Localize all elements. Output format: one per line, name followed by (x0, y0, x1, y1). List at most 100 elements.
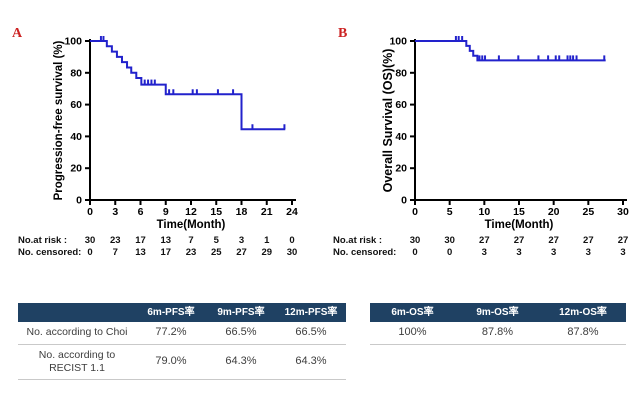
table-row: 100% 87.8% 87.8% (370, 322, 626, 345)
pfs-table-body: No. according to Choi 77.2% 66.5% 66.5% No. … (18, 322, 346, 381)
table-header-cell (18, 303, 136, 322)
table-header-row: 6m-PFS率 9m-PFS率 12m-PFS率 (18, 303, 346, 322)
table-header-cell: 9m-PFS率 (206, 303, 276, 322)
risk-row-value: 7 (188, 235, 193, 246)
x-axis-label: Time(Month) (485, 219, 554, 231)
x-tick-label: 15 (210, 206, 222, 218)
risk-row-value: 3 (482, 247, 487, 258)
risk-row-value: 13 (135, 247, 146, 258)
risk-row-value: 7 (113, 247, 118, 258)
y-tick-label: 60 (70, 99, 82, 111)
risk-row-value: 1 (264, 235, 270, 246)
table-row: No. according to Choi 77.2% 66.5% 66.5% (18, 322, 346, 345)
risk-row-value: 27 (236, 247, 247, 258)
panel-label-b: B (338, 26, 348, 41)
risk-row-label: No. censored: (18, 247, 81, 258)
y-axis-label: Progression-free survival (%) (53, 40, 65, 200)
km-survival-curve (415, 40, 606, 62)
risk-row-value: 0 (289, 235, 294, 246)
x-tick-label: 18 (236, 206, 248, 218)
km-survival-curve (90, 40, 286, 131)
axis-line (414, 39, 627, 201)
x-tick-label: 0 (87, 206, 93, 218)
table-header-cell: 6m-PFS率 (136, 303, 206, 322)
x-tick-label: 3 (112, 206, 118, 218)
x-tick-label: 30 (617, 206, 629, 218)
table-header-cell: 9m-OS率 (455, 303, 540, 322)
table-value-cell: 87.8% (540, 322, 626, 345)
table-header-cell: 12m-PFS率 (276, 303, 346, 322)
risk-row-value: 3 (620, 247, 625, 258)
os-summary-table: 6m-OS率 9m-OS率 12m-OS率 100% 87.8% 87.8% (370, 303, 626, 345)
table-value-cell: 87.8% (455, 322, 540, 345)
y-tick-label: 40 (395, 131, 407, 143)
table-header-cell: 12m-OS率 (540, 303, 626, 322)
y-tick-label: 60 (395, 99, 407, 111)
risk-row-value: 30 (410, 235, 421, 246)
x-tick-label: 20 (548, 206, 560, 218)
table-header-row: 6m-OS率 9m-OS率 12m-OS率 (370, 303, 626, 322)
risk-row-value: 30 (444, 235, 455, 246)
risk-row-value: 17 (135, 235, 146, 246)
risk-row-value: 23 (110, 235, 121, 246)
table-row-label: No. according to Choi (18, 322, 136, 345)
panel-label-a: A (12, 26, 23, 41)
y-tick-label: 0 (401, 195, 407, 207)
pfs-panel: A 0 20 40 60 80 100 0 3 6 9 12 15 18 21 24 Time(Month) P… (0, 0, 320, 265)
risk-row-value: 3 (586, 247, 591, 258)
x-tick-label: 9 (163, 206, 169, 218)
risk-row-value: 25 (211, 247, 222, 258)
risk-row-value: 27 (479, 235, 490, 246)
risk-row-value: 3 (551, 247, 556, 258)
pfs-summary-table: 6m-PFS率 9m-PFS率 12m-PFS率 No. according to … (18, 303, 346, 381)
x-tick-label: 6 (138, 206, 144, 218)
table-header-cell: 6m-OS率 (370, 303, 455, 322)
y-tick-label: 80 (395, 67, 407, 79)
table-row: No. according to RECIST 1.1 79.0% 64.3% 64.… (18, 344, 346, 381)
y-tick-label: 0 (76, 195, 82, 207)
x-tick-label: 12 (185, 206, 197, 218)
risk-row-value: 0 (447, 247, 452, 258)
table-value-cell: 77.2% (136, 322, 206, 345)
risk-row-label: No.at risk : (18, 235, 67, 246)
risk-row-value: 5 (214, 235, 220, 246)
y-tick-label: 100 (389, 36, 407, 48)
risk-row-value: 27 (514, 235, 525, 246)
os-table-head: 6m-OS率 9m-OS率 12m-OS率 (370, 303, 626, 322)
y-tick-label: 40 (70, 131, 82, 143)
table-value-cell: 64.3% (206, 344, 276, 381)
x-tick-label: 0 (412, 206, 418, 218)
risk-row-value: 23 (186, 247, 197, 258)
table-value-cell: 100% (370, 322, 455, 345)
risk-row-value: 13 (160, 235, 171, 246)
risk-row-value: 0 (87, 247, 92, 258)
table-value-cell: 66.5% (206, 322, 276, 345)
x-tick-label: 10 (478, 206, 490, 218)
pfs-table-head: 6m-PFS率 9m-PFS率 12m-PFS率 (18, 303, 346, 322)
risk-row-value: 27 (583, 235, 594, 246)
risk-row-value: 30 (287, 247, 298, 258)
risk-row-value: 17 (160, 247, 171, 258)
risk-row-value: 0 (412, 247, 417, 258)
risk-row-value: 3 (516, 247, 521, 258)
x-tick-label: 15 (513, 206, 525, 218)
table-value-cell: 79.0% (136, 344, 206, 381)
x-tick-label: 5 (447, 206, 453, 218)
y-tick-label: 100 (64, 36, 82, 48)
y-axis-label: Overall Survival (OS)(%) (381, 49, 395, 193)
risk-row-value: 27 (618, 235, 629, 246)
y-tick-label: 80 (70, 67, 82, 79)
x-axis-label: Time(Month) (157, 219, 226, 231)
x-tick-label: 24 (286, 206, 298, 218)
os-panel: B 0 20 40 60 80 100 0 5 10 15 20 25 30 Time(Month) Ove… (320, 0, 640, 265)
y-tick-label: 20 (70, 163, 82, 175)
risk-row-label: No. censored: (333, 247, 396, 258)
risk-row-value: 27 (548, 235, 559, 246)
risk-row-value: 29 (261, 247, 272, 258)
y-tick-label: 20 (395, 163, 407, 175)
x-tick-label: 21 (261, 206, 273, 218)
axis-line (89, 39, 296, 201)
